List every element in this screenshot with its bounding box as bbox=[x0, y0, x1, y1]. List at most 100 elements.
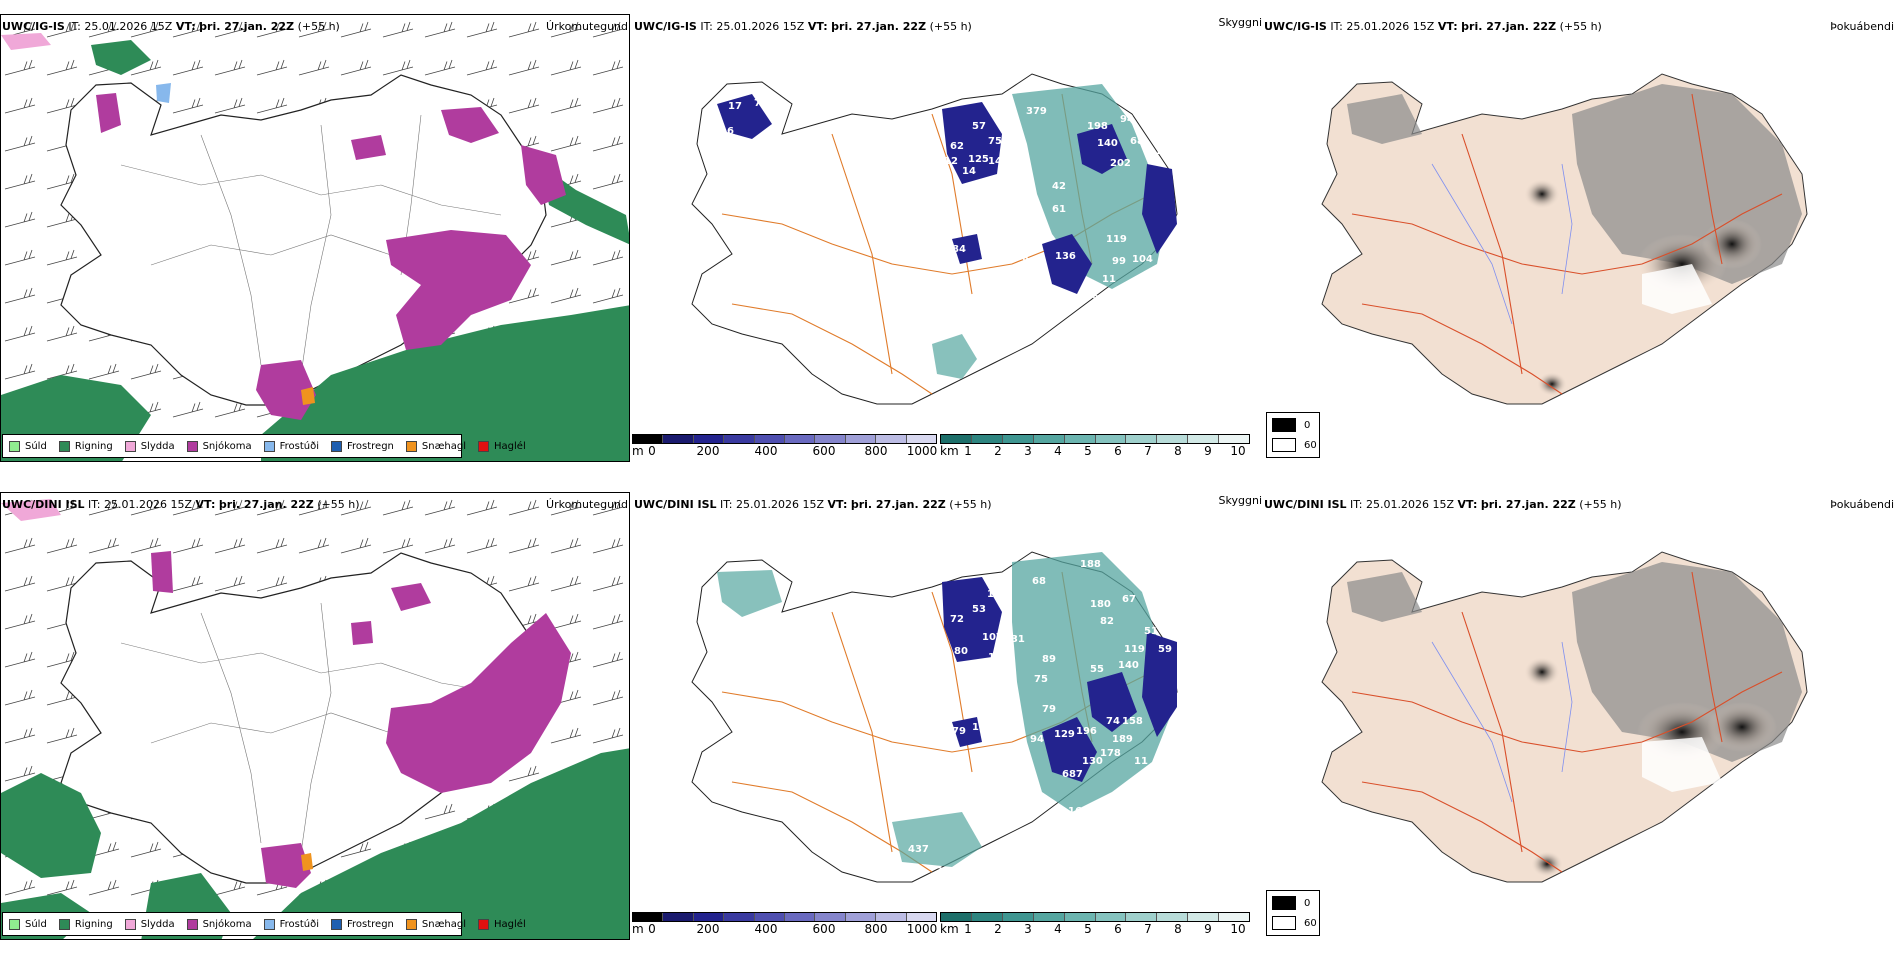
precip-title-bottom: Úrkomutegund bbox=[546, 498, 628, 511]
it-label: IT: bbox=[700, 20, 713, 33]
valid-time: þri. 27.jan. 22Z bbox=[218, 498, 314, 511]
value-label: 34 bbox=[936, 866, 950, 877]
legend-item-slydda: Slydda bbox=[124, 440, 175, 452]
lead-time: (+55 h) bbox=[317, 498, 360, 511]
fog-key-label: 0 bbox=[1304, 897, 1311, 909]
value-label: 687 bbox=[1062, 769, 1083, 780]
elevation-unit: m bbox=[632, 922, 644, 936]
elevation-tick: 800 bbox=[864, 922, 888, 936]
legend-item-snjokoma: Snjókoma bbox=[186, 918, 252, 930]
precip-map-bottom[interactable] bbox=[0, 492, 630, 940]
it-label: IT: bbox=[1330, 20, 1343, 33]
visibility-tick: 9 bbox=[1204, 444, 1212, 458]
elevation-tick: 600 bbox=[812, 444, 836, 458]
elevation-colorbar-top: m 0 200 400 600 800 1000 bbox=[632, 434, 937, 476]
visibility-tick: 6 bbox=[1114, 922, 1122, 936]
legend-item-haglel: Haglél bbox=[478, 440, 526, 452]
precip-map-svg-top bbox=[1, 15, 629, 461]
issue-time: 25.01.2026 15Z bbox=[716, 20, 805, 33]
value-label: 17 bbox=[728, 101, 742, 112]
value-label: 202 bbox=[1110, 158, 1131, 169]
value-label: 437 bbox=[908, 844, 929, 855]
visibility-panel-top: 17 70 16 62 57 14 75 12 125 141 379 198 … bbox=[632, 14, 1262, 474]
value-label: 82 bbox=[1100, 616, 1114, 627]
precip-title-top: Úrkomutegund bbox=[546, 20, 628, 33]
vt-label: VT: bbox=[195, 498, 216, 511]
legend-label: Súld bbox=[25, 440, 47, 452]
fog-key-bottom: 0 60 bbox=[1266, 890, 1320, 936]
value-label: 79 bbox=[1042, 704, 1056, 715]
fog-map-top[interactable] bbox=[1262, 14, 1900, 462]
legend-label: Snjókoma bbox=[202, 440, 252, 452]
roads-layer bbox=[1351, 93, 1783, 395]
rivers-layer bbox=[1431, 163, 1573, 325]
fog-header-bottom: UWC/DINI ISL IT: 25.01.2026 15Z VT: þri.… bbox=[1264, 498, 1622, 511]
legend-item-snaehagl: Snæhagl bbox=[405, 918, 467, 930]
legend-item-rigning: Rigning bbox=[58, 918, 113, 930]
model-name: UWC/IG-IS bbox=[1264, 20, 1327, 33]
row-top: UWC/IG-IS IT: 25.01.2026 15Z VT: þri. 27… bbox=[0, 14, 1900, 474]
issue-time: 25.01.2026 15Z bbox=[1346, 20, 1435, 33]
it-label: IT: bbox=[720, 498, 733, 511]
visibility-unit: km bbox=[940, 444, 959, 458]
fog-key-label: 60 bbox=[1304, 917, 1317, 929]
visibility-colorbar-top: km 1 2 3 4 5 6 7 8 9 10 bbox=[940, 434, 1250, 476]
value-label: 68 bbox=[1032, 576, 1046, 587]
value-label: 130 bbox=[1082, 756, 1103, 767]
visibility-tick: 2 bbox=[994, 444, 1002, 458]
elevation-colorbar-bottom: m 0 200 400 600 800 1000 bbox=[632, 912, 937, 954]
legend-item-frostudi: Frostúði bbox=[263, 918, 319, 930]
visibility-strip bbox=[940, 434, 1250, 444]
elevation-tick: 400 bbox=[754, 444, 778, 458]
precip-map-top[interactable] bbox=[0, 14, 630, 462]
fog-map-bottom[interactable] bbox=[1262, 492, 1900, 940]
legend-label: Frostregn bbox=[347, 440, 394, 452]
visibility-title-top: Skyggni bbox=[1218, 16, 1262, 29]
visibility-map-bottom[interactable]: 188 68 100 72 53 180 67 82 61 51 59 80 1… bbox=[632, 492, 1262, 910]
precip-panel-bottom: UWC/DINI ISL IT: 25.01.2026 15Z VT: þri.… bbox=[0, 492, 632, 952]
legend-item-slydda: Slydda bbox=[124, 918, 175, 930]
fog-key-row: 0 bbox=[1272, 418, 1310, 432]
legend-item-sulds: Súld bbox=[9, 918, 47, 930]
legend-label: Frostúði bbox=[279, 440, 319, 452]
value-label: 140 bbox=[1118, 660, 1139, 671]
legend-item-frostregn: Frostregn bbox=[331, 440, 394, 452]
value-label: 129 bbox=[1054, 729, 1075, 740]
legend-label: Haglél bbox=[494, 918, 526, 930]
value-label: 75 bbox=[1034, 674, 1048, 685]
legend-label: Snæhagl bbox=[421, 918, 467, 930]
visibility-tick: 8 bbox=[1174, 922, 1182, 936]
value-label: 62 bbox=[1072, 324, 1086, 335]
visibility-unit: km bbox=[940, 922, 959, 936]
visibility-tick: 2 bbox=[994, 922, 1002, 936]
swatch-icon bbox=[186, 440, 198, 452]
lead-time: (+55 h) bbox=[949, 498, 992, 511]
visibility-tick: 1 bbox=[964, 922, 972, 936]
visibility-tick: 10 bbox=[1230, 922, 1246, 936]
value-label: 11 bbox=[1102, 274, 1116, 285]
elevation-tick: 0 bbox=[648, 444, 656, 458]
value-label: 89 bbox=[1042, 654, 1056, 665]
precip-map-svg-bottom bbox=[1, 493, 629, 939]
lead-time: (+55 h) bbox=[1559, 20, 1602, 33]
swatch-icon bbox=[124, 440, 136, 452]
visibility-tick: 9 bbox=[1204, 922, 1212, 936]
visibility-tick: 4 bbox=[1054, 922, 1062, 936]
value-label: 68 bbox=[1130, 136, 1144, 147]
value-label: 12 bbox=[944, 156, 958, 167]
value-label: 104 bbox=[1132, 254, 1153, 265]
vt-label: VT: bbox=[175, 20, 196, 33]
value-label: 11 bbox=[1134, 756, 1148, 767]
legend-item-snaehagl: Snæhagl bbox=[405, 440, 466, 452]
value-label: 61 bbox=[1150, 609, 1164, 620]
swatch-icon bbox=[478, 918, 490, 930]
fog-key-top: 0 60 bbox=[1266, 412, 1320, 458]
visibility-map-top[interactable]: 17 70 16 62 57 14 75 12 125 141 379 198 … bbox=[632, 14, 1262, 432]
value-label: 100 bbox=[987, 589, 1008, 600]
value-label: 57 bbox=[972, 121, 986, 132]
legend-label: Súld bbox=[25, 918, 47, 930]
swatch-icon bbox=[124, 918, 136, 930]
elevation-tick: 600 bbox=[812, 922, 836, 936]
value-label: 75 bbox=[988, 136, 1002, 147]
issue-time: 25.01.2026 15Z bbox=[104, 498, 193, 511]
